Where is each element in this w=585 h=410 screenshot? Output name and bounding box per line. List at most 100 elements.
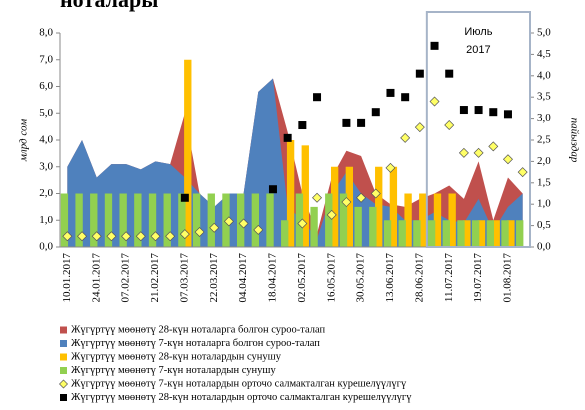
marker	[268, 185, 277, 194]
bar	[295, 193, 304, 247]
y2-tick-label: 0,0	[537, 241, 551, 253]
bar	[148, 193, 157, 247]
marker	[341, 197, 352, 208]
y2-tick-label: 4,5	[537, 48, 551, 60]
y-axis-label: млрд сом	[18, 119, 30, 162]
bar	[433, 193, 442, 247]
bar	[178, 193, 186, 247]
bar	[310, 206, 318, 247]
marker	[371, 108, 380, 117]
bar	[192, 193, 201, 247]
bar	[492, 220, 500, 247]
legend-label: Жүгүртүү мөөнөтү 7-күн ноталардын орточо…	[71, 378, 407, 389]
bar	[184, 59, 192, 247]
bar	[330, 166, 339, 247]
marker	[488, 141, 499, 152]
marker	[370, 188, 381, 199]
bar	[507, 220, 515, 247]
marker	[357, 118, 366, 127]
x-tick-label: 16.05.2017	[325, 253, 337, 303]
annotation: 2017	[466, 44, 490, 56]
bar	[516, 220, 524, 247]
marker	[283, 133, 292, 142]
marker	[401, 93, 410, 102]
bar	[398, 220, 406, 247]
marker	[414, 122, 425, 133]
bar	[501, 220, 509, 247]
bar	[60, 193, 69, 247]
y2-tick-label: 4,0	[537, 69, 551, 81]
legend-marker	[60, 367, 67, 374]
y2-tick-label: 1,0	[537, 198, 551, 210]
bar	[251, 193, 260, 247]
bar	[281, 220, 289, 247]
marker	[253, 224, 264, 235]
x-tick-label: 24.01.2017	[90, 253, 102, 303]
marker	[400, 132, 411, 143]
bar	[345, 166, 354, 247]
x-tick-label: 02.05.2017	[296, 253, 308, 303]
y-tick-label: 6,0	[39, 80, 53, 92]
x-tick-label: 07.02.2017	[120, 253, 132, 303]
marker	[297, 218, 308, 229]
legend-label: Жүгүртүү мөөнөтү 28-күн ноталардын орточ…	[71, 392, 412, 403]
marker	[503, 110, 512, 119]
marker	[517, 167, 528, 178]
marker	[312, 192, 323, 203]
bar	[375, 166, 383, 247]
marker	[194, 227, 205, 238]
bar	[389, 166, 398, 247]
bar	[354, 206, 362, 247]
bar	[236, 193, 245, 247]
bar	[339, 193, 348, 247]
marker	[150, 231, 161, 242]
y2-axis-label: пайыздар	[568, 118, 580, 163]
marker	[180, 193, 189, 202]
bar	[427, 220, 436, 247]
marker	[91, 231, 102, 242]
legend-marker	[60, 394, 67, 401]
x-tick-label: 19.07.2017	[472, 253, 484, 303]
marker	[386, 88, 395, 97]
y2-tick-label: 1,5	[537, 176, 551, 188]
bar	[104, 193, 113, 247]
marker	[77, 231, 88, 242]
bar	[486, 220, 495, 247]
bar	[369, 206, 377, 247]
marker	[415, 69, 424, 78]
y2-tick-label: 2,0	[537, 155, 551, 167]
legend-marker	[59, 379, 68, 389]
bar	[266, 193, 274, 247]
bar	[207, 193, 215, 247]
y-tick-label: 5,0	[39, 107, 53, 119]
legend-marker	[60, 340, 67, 347]
annotation: Июль	[464, 26, 492, 38]
marker	[135, 231, 146, 242]
x-tick-label: 11.07.2017	[443, 253, 455, 303]
highlight-box	[425, 11, 531, 248]
legend-marker	[60, 326, 67, 334]
marker	[430, 41, 439, 50]
marker	[473, 147, 484, 158]
bar	[90, 193, 98, 247]
marker	[223, 216, 234, 227]
marker	[298, 121, 307, 130]
bar	[301, 145, 309, 247]
x-tick-label: 21.02.2017	[149, 253, 161, 303]
marker	[62, 231, 73, 242]
x-tick-label: 13.06.2017	[384, 253, 396, 303]
y2-tick-label: 3,0	[537, 112, 551, 124]
y-tick-label: 1,0	[39, 214, 53, 226]
marker	[313, 93, 322, 102]
legend-marker	[60, 353, 67, 361]
bar	[404, 193, 412, 247]
bar	[448, 193, 456, 247]
bar	[457, 220, 465, 247]
bar	[463, 220, 471, 247]
bar	[75, 193, 83, 247]
bar	[286, 140, 295, 247]
y-tick-label: 3,0	[39, 160, 53, 172]
marker	[385, 162, 396, 173]
y2-tick-label: 5,0	[537, 27, 551, 39]
